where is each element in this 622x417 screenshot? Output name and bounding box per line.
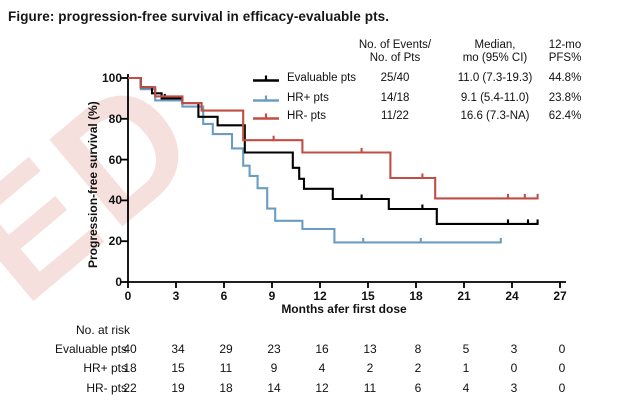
legend-col-median-header: Median, bbox=[474, 39, 516, 51]
at-risk-value: 22 bbox=[123, 381, 137, 395]
legend-marker-hr-neg bbox=[252, 110, 280, 124]
y-tick-label: 100 bbox=[101, 71, 122, 85]
legend-events-evaluable: 25/40 bbox=[380, 72, 410, 84]
at-risk-value: 1 bbox=[462, 361, 470, 375]
at-risk-value: 15 bbox=[171, 361, 185, 375]
y-axis-title: Progression-free survival (%) bbox=[86, 101, 100, 268]
axes bbox=[127, 74, 566, 283]
at-risk-value: 4 bbox=[462, 381, 470, 395]
at-risk-value: 34 bbox=[171, 342, 185, 356]
x-tick-label: 15 bbox=[361, 289, 375, 303]
at-risk-value: 4 bbox=[318, 361, 326, 375]
legend-median-hr-neg: 16.6 (7.3-NA) bbox=[460, 110, 530, 122]
at-risk-value: 2 bbox=[366, 361, 374, 375]
legend-col-pfs-header2: PFS% bbox=[548, 52, 582, 64]
y-tick-label: 20 bbox=[108, 234, 122, 248]
at-risk-value: 13 bbox=[363, 342, 377, 356]
at-risk-value: 0 bbox=[558, 342, 566, 356]
legend-col-median-header2: mo (95% CI) bbox=[462, 52, 528, 64]
at-risk-row-label: HR+ pts bbox=[83, 361, 127, 375]
legend-col-pfs-header: 12-mo bbox=[548, 39, 582, 51]
at-risk-value: 0 bbox=[510, 361, 518, 375]
legend-marker-hr-pos bbox=[252, 92, 280, 106]
legend-label-evaluable: Evaluable pts bbox=[287, 72, 357, 84]
legend-median-hr-pos: 9.1 (5.4-11.0) bbox=[460, 92, 530, 104]
legend-label-hr-pos: HR+ pts bbox=[287, 92, 329, 104]
at-risk-value: 29 bbox=[219, 342, 233, 356]
x-tick-label: 18 bbox=[409, 289, 423, 303]
at-risk-value: 14 bbox=[267, 381, 281, 395]
x-tick-label: 27 bbox=[553, 289, 567, 303]
y-tick-label: 40 bbox=[108, 193, 122, 207]
x-tick-label: 12 bbox=[313, 289, 327, 303]
legend-events-hr-neg: 11/22 bbox=[381, 110, 409, 122]
x-tick-label: 6 bbox=[220, 289, 228, 303]
at-risk-title: No. at risk bbox=[75, 323, 130, 337]
at-risk-row-label: HR- pts bbox=[86, 381, 127, 395]
km-curve-hr-pts bbox=[128, 76, 538, 200]
at-risk-value: 9 bbox=[270, 361, 278, 375]
x-tick-label: 3 bbox=[172, 289, 180, 303]
figure-title: Figure: progression-free survival in eff… bbox=[8, 9, 390, 24]
at-risk-value: 23 bbox=[267, 342, 281, 356]
at-risk-value: 11 bbox=[363, 381, 377, 395]
x-tick-label: 24 bbox=[505, 289, 519, 303]
km-curve-hr-pts bbox=[128, 76, 501, 244]
at-risk-value: 0 bbox=[558, 361, 566, 375]
legend-col-events-header2: No. of Pts bbox=[369, 52, 421, 64]
at-risk-value: 0 bbox=[558, 381, 566, 395]
legend-median-evaluable: 11.0 (7.3-19.3) bbox=[457, 72, 533, 84]
x-tick-label: 0 bbox=[124, 289, 132, 303]
legend-label-hr-neg: HR- pts bbox=[287, 110, 326, 122]
y-tick-label: 80 bbox=[108, 112, 122, 126]
at-risk-value: 3 bbox=[510, 381, 518, 395]
legend-pfs-hr-pos: 23.8% bbox=[548, 92, 582, 104]
legend-events-hr-pos: 14/18 bbox=[380, 92, 410, 104]
at-risk-row-label: Evaluable pts bbox=[54, 342, 127, 356]
at-risk-value: 12 bbox=[315, 381, 329, 395]
x-tick-label: 21 bbox=[457, 289, 471, 303]
at-risk-value: 2 bbox=[414, 361, 422, 375]
at-risk-value: 6 bbox=[414, 381, 422, 395]
at-risk-value: 40 bbox=[123, 342, 137, 356]
y-tick-label: 60 bbox=[108, 153, 122, 167]
y-tick-label: 0 bbox=[115, 275, 122, 289]
legend-col-events-header: No. of Events/ bbox=[358, 39, 432, 51]
at-risk-value: 16 bbox=[315, 342, 329, 356]
at-risk-value: 3 bbox=[510, 342, 518, 356]
x-tick-label: 9 bbox=[268, 289, 276, 303]
legend-pfs-evaluable: 44.8% bbox=[548, 72, 582, 84]
legend-marker-evaluable bbox=[252, 72, 280, 86]
at-risk-value: 18 bbox=[123, 361, 137, 375]
x-axis-title: Months afer first dose bbox=[281, 302, 407, 316]
at-risk-value: 19 bbox=[171, 381, 185, 395]
legend-pfs-hr-neg: 62.4% bbox=[548, 110, 582, 122]
at-risk-value: 5 bbox=[462, 342, 470, 356]
at-risk-value: 11 bbox=[219, 361, 233, 375]
at-risk-value: 18 bbox=[219, 381, 233, 395]
at-risk-value: 8 bbox=[414, 342, 422, 356]
